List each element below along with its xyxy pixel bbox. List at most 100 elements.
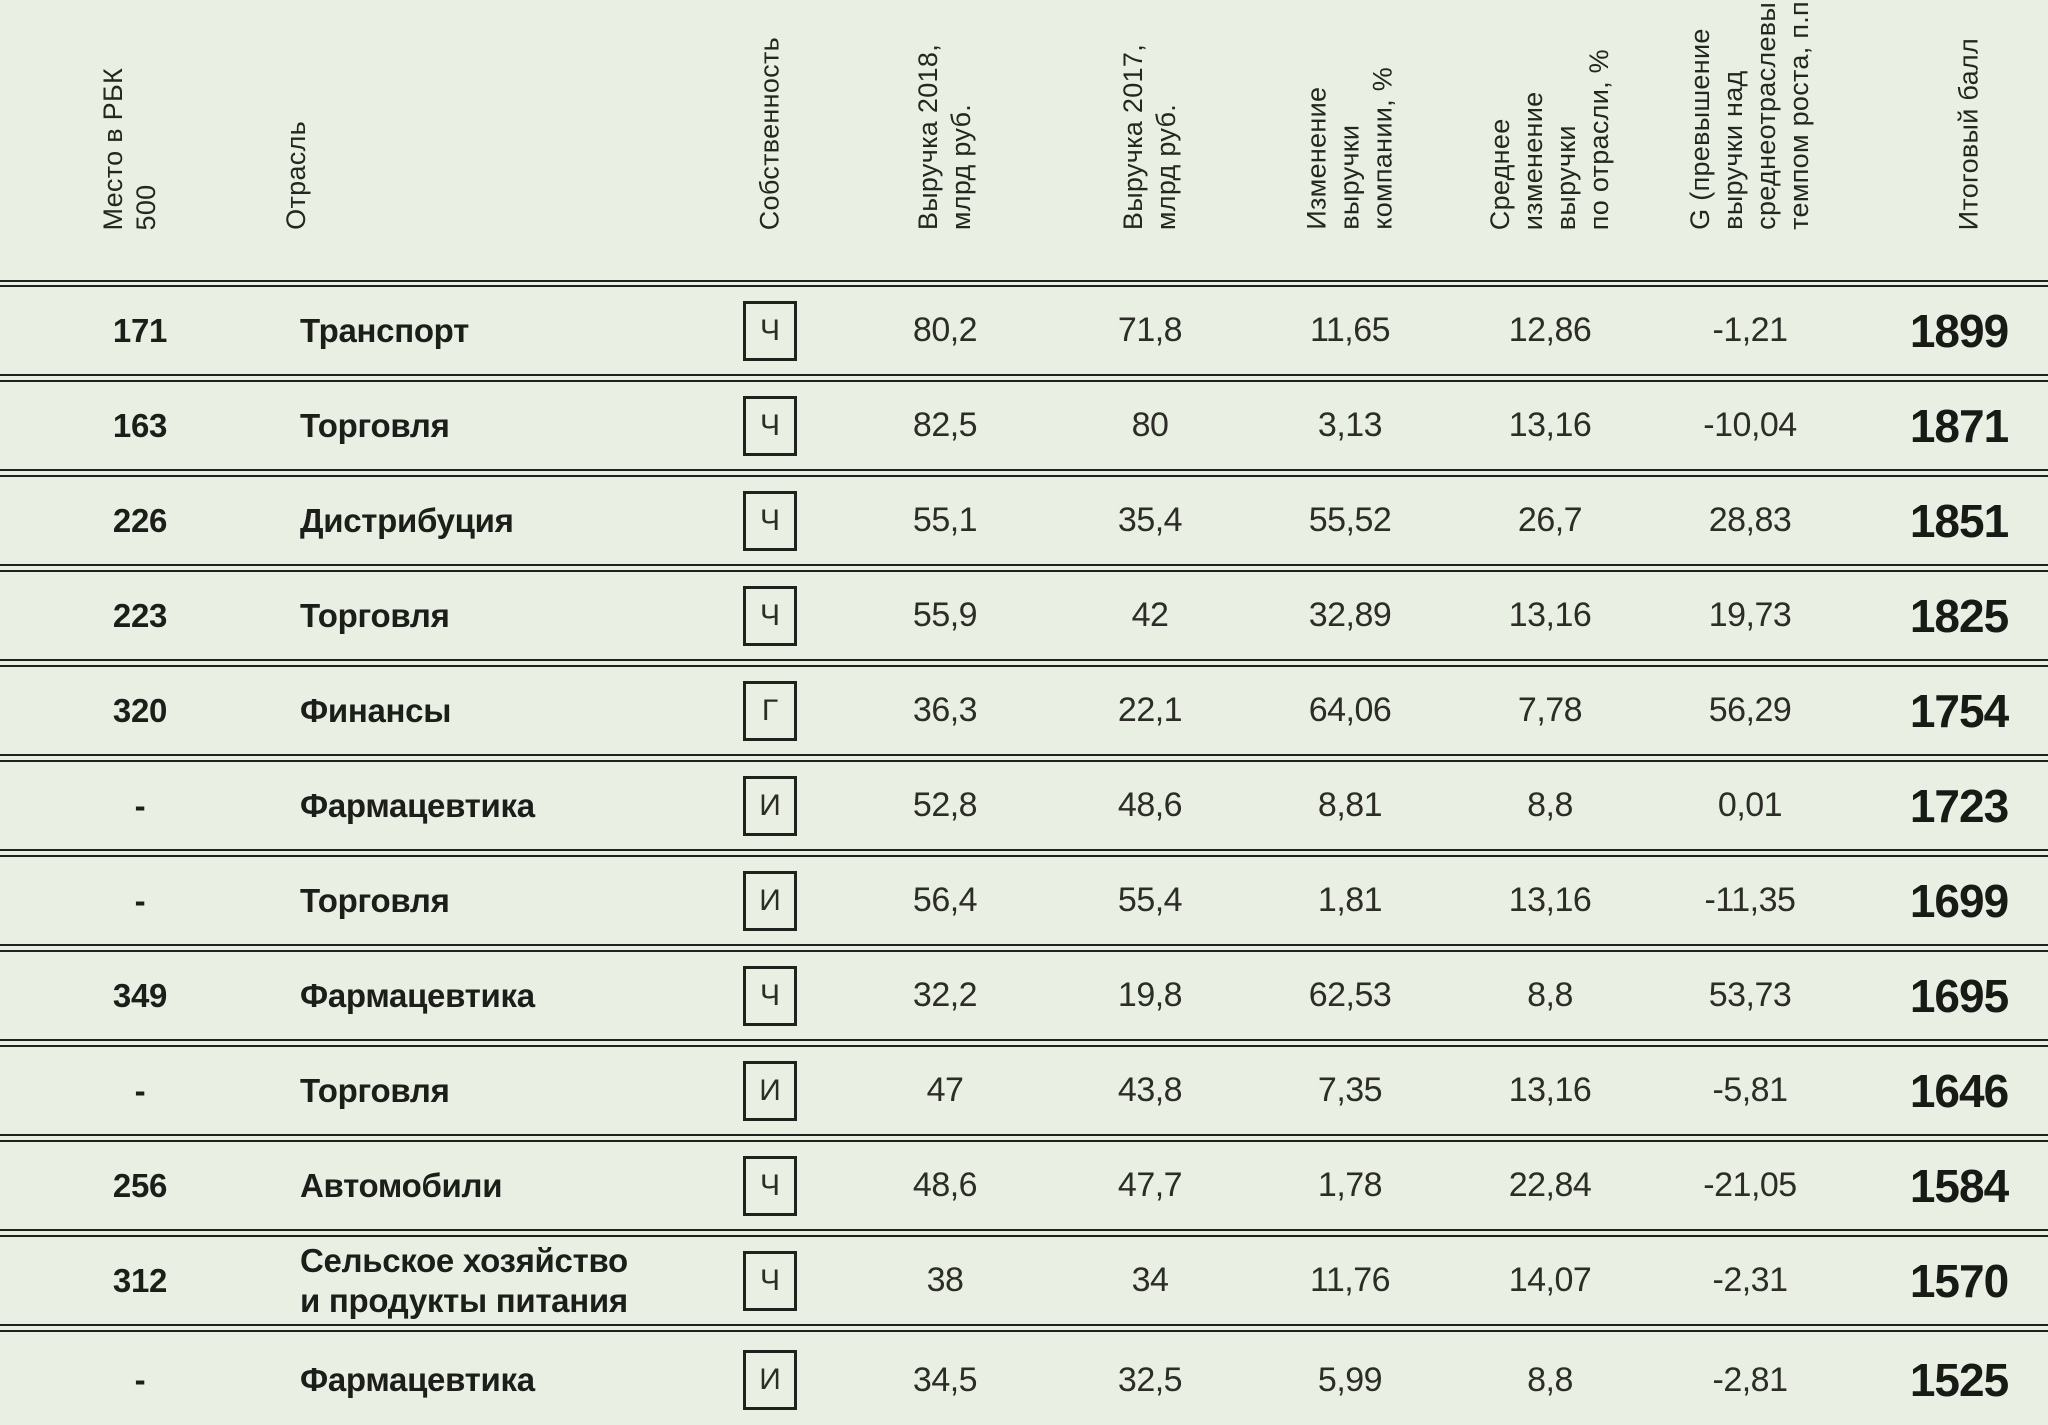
industry-cell: Финансы	[300, 691, 452, 729]
ownership-badge: Г	[743, 680, 797, 741]
industry-avg-change-cell: 12,86	[1508, 311, 1592, 349]
ownership-badge: И	[743, 1060, 797, 1121]
industry-avg-change-cell: 8,8	[1527, 1360, 1573, 1399]
revenue-2018-cell: 48,6	[912, 1166, 978, 1204]
g-value-cell: -10,04	[1703, 406, 1797, 444]
ownership-letter: И	[759, 883, 781, 917]
table-row: 223 Торговля Ч 55,9 42 32,89 13,16 19,73…	[0, 570, 2048, 661]
total-score-cell: 1584	[1909, 1159, 2009, 1212]
revenue-2017-cell: 35,4	[1117, 501, 1183, 539]
header-label-g-value: G (превышение выручки над среднеотраслев…	[1685, 0, 1814, 230]
rank-cell: 256	[112, 1166, 168, 1204]
ownership-cell: Ч	[740, 1155, 800, 1216]
revenue-2018-cell: 55,9	[912, 596, 978, 634]
ownership-cell: Ч	[740, 965, 800, 1026]
industry-avg-change-cell: 26,7	[1517, 501, 1583, 539]
total-score-cell: 1723	[1909, 779, 2009, 832]
revenue-2017-cell: 42	[1131, 596, 1169, 634]
header-label-revenue-2018: Выручка 2018, млрд руб.	[913, 43, 976, 230]
revenue-2017-cell: 32,5	[1117, 1360, 1183, 1399]
industry-cell: Торговля	[300, 406, 450, 444]
ownership-letter: Ч	[760, 503, 780, 537]
ownership-cell: Ч	[740, 395, 800, 456]
industry-cell: Сельское хозяйство и продукты питания	[300, 1241, 628, 1319]
header-cell-industry: Отрасль	[260, 0, 740, 280]
header-label-ownership: Собственность	[754, 36, 785, 230]
rank-cell: 349	[112, 976, 168, 1014]
g-value-cell: 56,29	[1708, 691, 1792, 729]
rank-cell: -	[134, 786, 146, 824]
industry-cell: Дистрибуция	[300, 501, 514, 539]
g-value-cell: 28,83	[1708, 501, 1792, 539]
header-label-rank: Место в РБК 500	[98, 67, 161, 231]
rank-cell: 223	[112, 596, 168, 634]
total-score-cell: 1699	[1909, 874, 2009, 927]
table-row: 226 Дистрибуция Ч 55,1 35,4 55,52 26,7 2…	[0, 475, 2048, 566]
total-score-cell: 1695	[1909, 969, 2009, 1022]
g-value-cell: -5,81	[1712, 1071, 1789, 1109]
ownership-badge: Ч	[743, 490, 797, 551]
ownership-cell: И	[740, 1060, 800, 1121]
total-score-cell: 1899	[1909, 304, 2009, 357]
table-row: - Торговля И 47 43,8 7,35 13,16 -5,81 16…	[0, 1045, 2048, 1136]
revenue-2018-cell: 32,2	[912, 976, 978, 1014]
rank-cell: -	[134, 1071, 146, 1109]
header-cell-revenue-2017: Выручка 2017, млрд руб.	[1090, 0, 1210, 280]
ownership-letter: И	[759, 788, 781, 822]
industry-avg-change-cell: 13,16	[1508, 1071, 1592, 1109]
table-body: 171 Транспорт Ч 80,2 71,8 11,65 12,86 -1…	[0, 285, 2048, 1425]
company-change-cell: 1,81	[1317, 881, 1383, 919]
revenue-2018-cell: 80,2	[912, 311, 978, 349]
industry-cell: Торговля	[300, 881, 450, 919]
industry-avg-change-cell: 13,16	[1508, 881, 1592, 919]
industry-cell: Автомобили	[300, 1166, 503, 1204]
header-label-industry: Отрасль	[281, 121, 311, 230]
revenue-2018-cell: 82,5	[912, 406, 978, 444]
table-row: 312 Сельское хозяйство и продукты питани…	[0, 1235, 2048, 1326]
header-cell-rank: Место в РБК 500	[0, 0, 260, 280]
revenue-2017-cell: 47,7	[1117, 1166, 1183, 1204]
ownership-cell: И	[740, 775, 800, 836]
revenue-2018-cell: 52,8	[912, 786, 978, 824]
table-row: 349 Фармацевтика Ч 32,2 19,8 62,53 8,8 5…	[0, 950, 2048, 1041]
revenue-2018-cell: 38	[926, 1261, 964, 1299]
company-change-cell: 11,76	[1309, 1261, 1391, 1299]
company-change-cell: 8,81	[1317, 786, 1383, 824]
ownership-letter: Ч	[760, 1263, 780, 1297]
ownership-cell: Г	[740, 680, 800, 741]
header-cell-revenue-2018: Выручка 2018, млрд руб.	[800, 0, 1090, 280]
ownership-letter: Ч	[760, 978, 780, 1012]
revenue-2018-cell: 55,1	[912, 501, 978, 539]
header-cell-total-score: Итоговый балл	[1890, 0, 2048, 280]
ownership-letter: И	[759, 1073, 781, 1107]
ownership-cell: И	[740, 1350, 800, 1410]
industry-cell: Фармацевтика	[300, 976, 535, 1014]
table-row: - Фармацевтика И 52,8 48,6 8,81 8,8 0,01…	[0, 760, 2048, 851]
industry-cell: Торговля	[300, 1071, 450, 1109]
header-cell-company-change: Изменение выручки компании, %	[1210, 0, 1490, 280]
header-cell-industry-avg-change: Среднее изменение выручки по отрасли, %	[1485, 0, 1614, 280]
header-cell-ownership: Собственность	[740, 0, 800, 280]
total-score-cell: 1851	[1909, 494, 2009, 547]
table-row: 171 Транспорт Ч 80,2 71,8 11,65 12,86 -1…	[0, 285, 2048, 376]
industry-avg-change-cell: 14,07	[1508, 1261, 1592, 1299]
total-score-cell: 1646	[1909, 1064, 2009, 1117]
industry-avg-change-cell: 7,78	[1517, 691, 1583, 729]
g-value-cell: -11,35	[1704, 881, 1796, 919]
industry-avg-change-cell: 22,84	[1508, 1166, 1592, 1204]
ownership-cell: Ч	[740, 585, 800, 646]
rank-cell: 163	[112, 406, 168, 444]
revenue-2017-cell: 43,8	[1117, 1071, 1183, 1109]
industry-cell: Транспорт	[300, 311, 469, 349]
revenue-2017-cell: 71,8	[1117, 311, 1183, 349]
g-value-cell: 53,73	[1708, 976, 1792, 1014]
ownership-badge: И	[743, 775, 797, 836]
industry-avg-change-cell: 8,8	[1527, 976, 1573, 1014]
total-score-cell: 1525	[1909, 1354, 2009, 1406]
table-row: 320 Финансы Г 36,3 22,1 64,06 7,78 56,29…	[0, 665, 2048, 756]
revenue-2017-cell: 34	[1131, 1261, 1169, 1299]
industry-cell: Фармацевтика	[300, 1361, 535, 1398]
ownership-badge: Ч	[743, 585, 797, 646]
